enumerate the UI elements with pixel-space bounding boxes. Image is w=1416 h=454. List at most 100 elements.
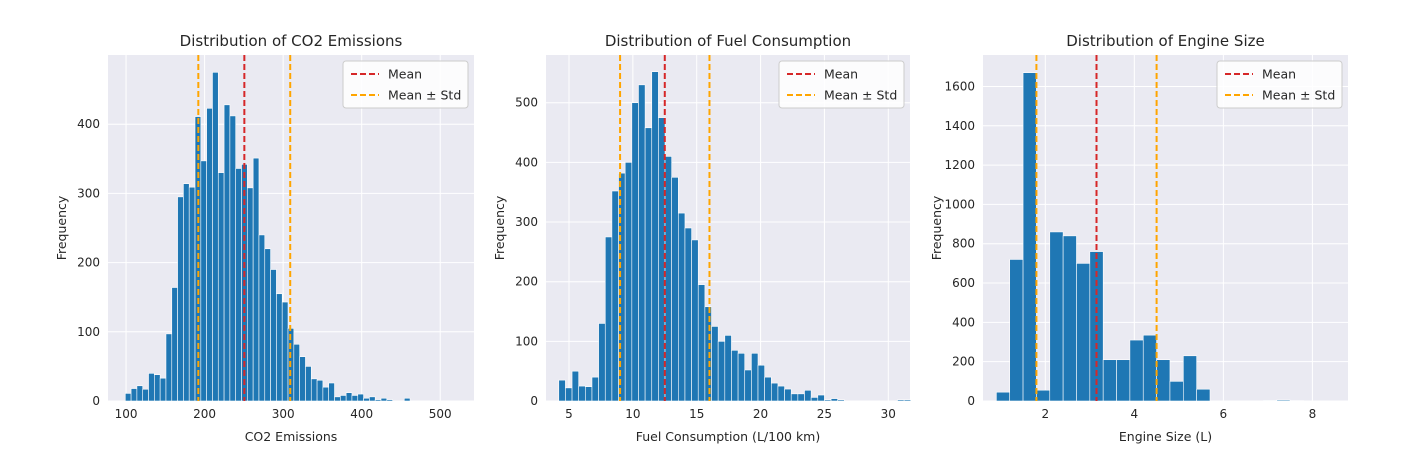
histogram-bar — [638, 85, 645, 401]
histogram-bar — [137, 386, 143, 401]
y-tick-label: 1600 — [944, 79, 975, 93]
histogram-bar — [565, 388, 572, 401]
histogram-bar — [725, 335, 732, 401]
histogram-bar — [294, 344, 300, 401]
histogram-bar — [831, 399, 838, 401]
x-tick-label: 20 — [753, 407, 768, 421]
histogram-bar — [751, 353, 758, 401]
x-tick-label: 6 — [1220, 407, 1228, 421]
histogram-bar — [665, 156, 672, 401]
x-axis-label: Engine Size (L) — [1119, 429, 1212, 444]
y-tick-label: 500 — [515, 96, 538, 110]
histogram-bar — [143, 389, 149, 401]
x-tick-label: 400 — [350, 407, 373, 421]
histogram-bar — [771, 383, 778, 401]
x-tick-label: 2 — [1041, 407, 1049, 421]
histogram-bar — [605, 237, 612, 401]
histogram-bar — [1050, 232, 1063, 401]
histogram-bar — [805, 390, 812, 401]
histogram-bar — [1130, 340, 1143, 401]
y-tick-label: 300 — [515, 215, 538, 229]
y-tick-label: 400 — [77, 117, 100, 131]
y-tick-label: 1400 — [944, 119, 975, 133]
y-axis-label: Frequency — [929, 195, 944, 260]
histogram-bar — [652, 72, 659, 401]
x-tick-label: 10 — [625, 407, 640, 421]
histogram-bar — [404, 398, 410, 401]
x-axis-label: Fuel Consumption (L/100 km) — [636, 429, 821, 444]
histogram-bar — [559, 380, 566, 401]
histogram-bar — [183, 184, 189, 401]
histogram-bar — [178, 197, 184, 401]
histogram-bar — [381, 398, 387, 401]
histogram-bar — [189, 187, 195, 401]
histogram-bar — [731, 350, 738, 401]
histogram-bar — [685, 228, 692, 401]
legend-label: Mean — [824, 67, 858, 82]
histogram-bar — [1197, 389, 1210, 401]
histogram-bar — [698, 285, 705, 401]
histogram-bar — [632, 103, 639, 401]
legend-label: Mean — [388, 67, 422, 82]
histogram-bar — [1063, 236, 1076, 401]
histogram-bar — [599, 323, 606, 401]
histogram-bar — [579, 386, 586, 401]
x-tick-label: 5 — [565, 407, 573, 421]
y-axis-label: Frequency — [54, 195, 69, 260]
histogram-bar — [230, 116, 236, 401]
y-tick-label: 400 — [952, 315, 975, 329]
x-tick-label: 100 — [115, 407, 138, 421]
histogram-bar — [778, 386, 785, 401]
histogram-bar — [207, 108, 213, 401]
histogram-bar — [323, 387, 329, 401]
histogram-bar — [154, 375, 160, 401]
histogram-bar — [1023, 73, 1036, 401]
histogram-bar — [247, 188, 253, 401]
y-tick-label: 200 — [77, 256, 100, 270]
histogram-bar — [311, 379, 317, 401]
histogram-bar — [271, 270, 277, 401]
histogram-bar — [838, 400, 845, 401]
histogram-bar — [712, 326, 719, 401]
histogram-bar — [166, 334, 172, 401]
histogram-bar — [236, 168, 242, 401]
histogram-bar — [692, 240, 699, 401]
histogram-bar — [585, 387, 592, 401]
histogram-bar — [276, 294, 282, 401]
y-tick-label: 400 — [515, 155, 538, 169]
histogram-bar — [658, 118, 665, 401]
histogram-bar — [358, 394, 364, 401]
histogram-bar — [678, 213, 685, 401]
histogram-bar — [1263, 400, 1276, 401]
x-tick-label: 8 — [1309, 407, 1317, 421]
histogram-bar — [352, 395, 358, 401]
legend-label: Mean ± Std — [388, 88, 461, 103]
legend-label: Mean — [1262, 67, 1296, 82]
y-tick-label: 100 — [515, 334, 538, 348]
legend: Mean Mean ± Std — [343, 61, 468, 108]
histogram-bar — [212, 72, 218, 401]
histogram-bar — [672, 177, 679, 401]
histogram-bar — [1143, 335, 1156, 401]
histogram-bar — [346, 393, 352, 401]
histogram-bar — [1117, 360, 1130, 401]
histogram-bar — [1076, 263, 1089, 401]
chart-title: Distribution of Engine Size — [1066, 32, 1264, 50]
y-tick-label: 0 — [967, 394, 975, 408]
histogram-bar — [718, 341, 725, 401]
y-tick-label: 300 — [77, 186, 100, 200]
histogram-bar — [224, 105, 230, 401]
histogram-bar — [625, 162, 632, 401]
histogram-bar — [745, 370, 752, 401]
histogram-bar — [125, 393, 131, 401]
y-tick-label: 200 — [515, 275, 538, 289]
x-tick-label: 4 — [1131, 407, 1139, 421]
histogram-bar — [818, 395, 825, 401]
histogram-bar — [572, 371, 579, 401]
y-tick-label: 1200 — [944, 158, 975, 172]
histogram-bar — [996, 392, 1009, 401]
